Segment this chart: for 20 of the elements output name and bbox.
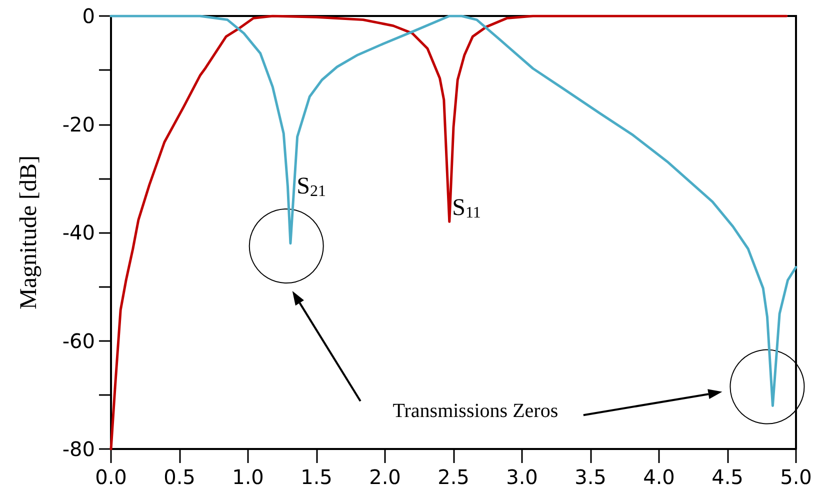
x-tick-label: 0.5 bbox=[164, 465, 196, 489]
x-tick-label: 3.0 bbox=[506, 465, 538, 489]
y-tick-label: -60 bbox=[62, 328, 95, 353]
x-tick-label: 2.5 bbox=[438, 465, 470, 489]
annotation: Transmissions Zeros bbox=[392, 400, 558, 422]
series-label: S11 bbox=[452, 195, 481, 222]
x-tick-label: 2.0 bbox=[369, 465, 401, 489]
x-tick-label: 0.0 bbox=[95, 465, 127, 489]
y-tick-label: -40 bbox=[62, 220, 95, 244]
y-tick-label: -80 bbox=[62, 437, 95, 461]
y-tick-label: -20 bbox=[62, 112, 95, 136]
y-tick-label: 0 bbox=[82, 4, 95, 28]
x-tick-label: 1.5 bbox=[300, 465, 332, 489]
x-tick-label: 1.0 bbox=[232, 465, 264, 489]
x-tick-label: 4.0 bbox=[643, 465, 675, 489]
x-tick-label: 4.5 bbox=[712, 465, 744, 489]
y-axis-title: Magnitude [dB] bbox=[16, 156, 42, 310]
x-tick-label: 3.5 bbox=[574, 465, 606, 489]
series-label: S21 bbox=[296, 173, 326, 200]
x-tick-label: 5.0 bbox=[780, 465, 812, 489]
